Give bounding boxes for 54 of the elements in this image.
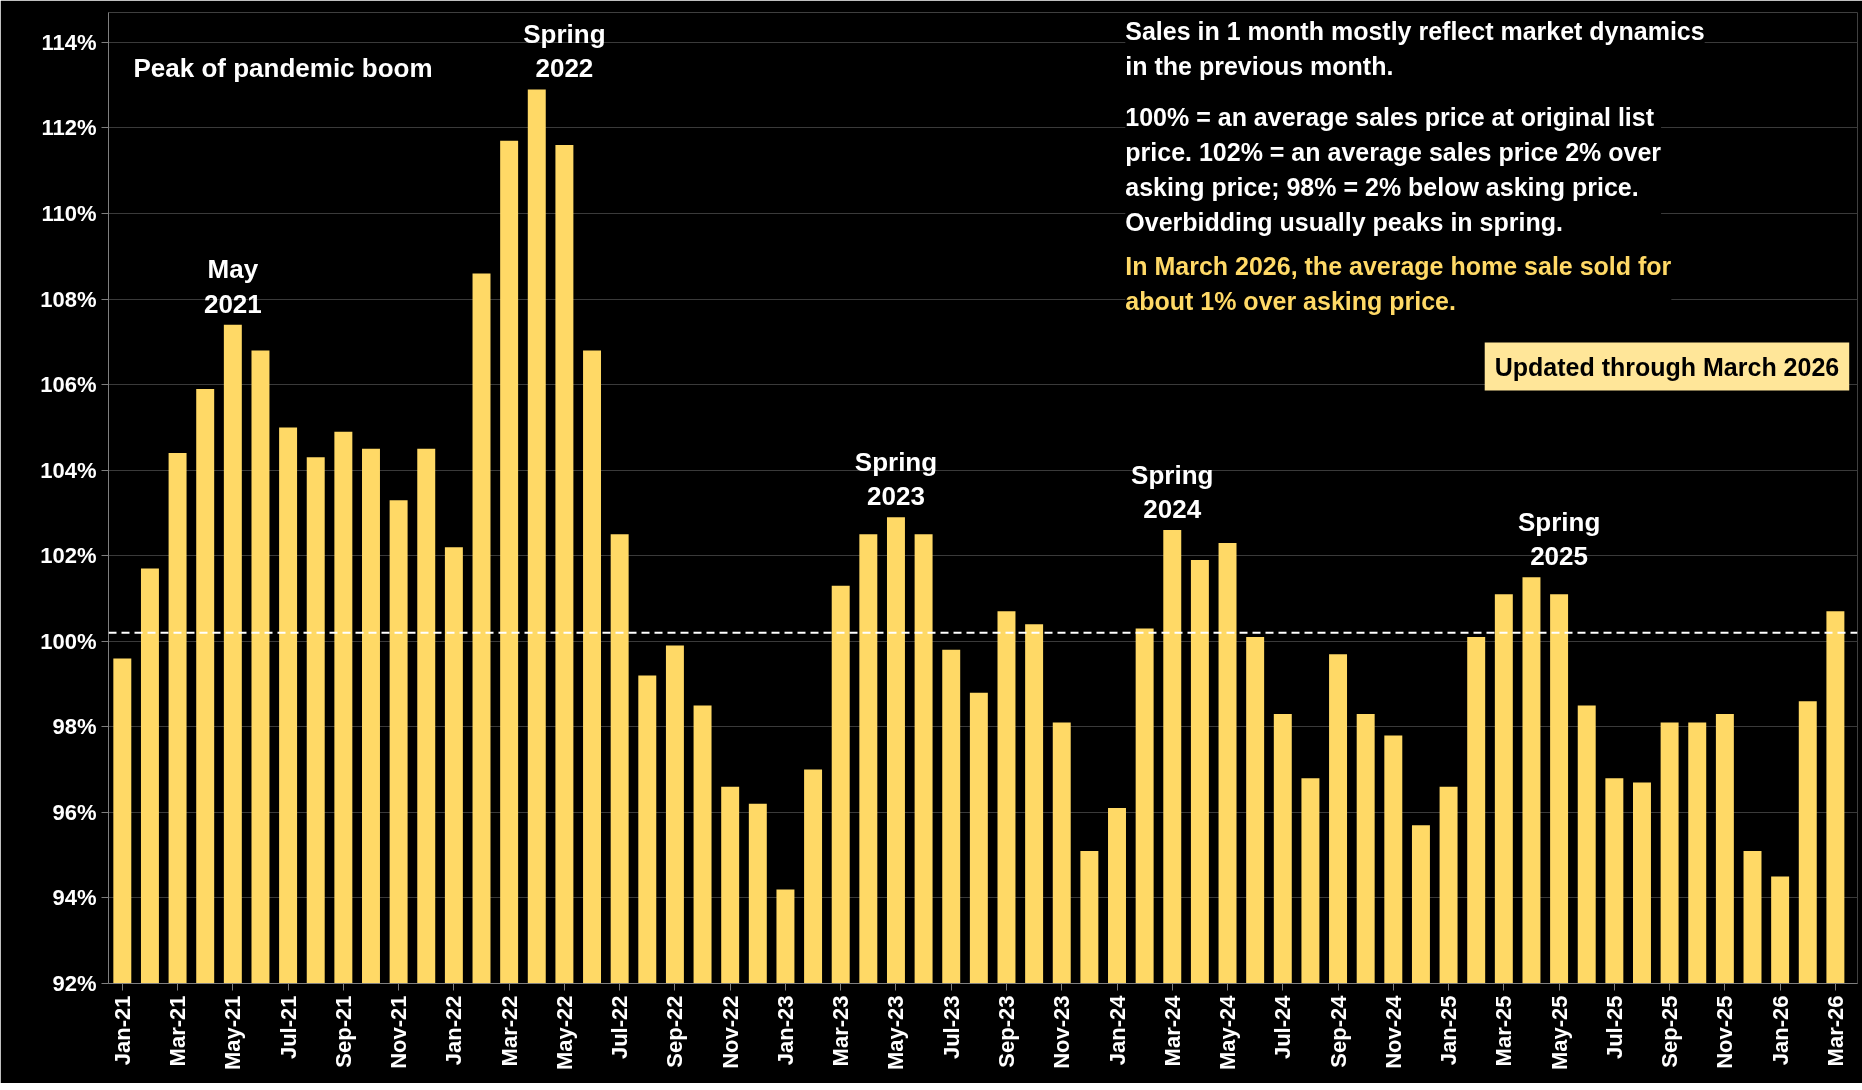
y-tick-label: 92% bbox=[52, 971, 97, 996]
y-tick-label: 94% bbox=[52, 885, 97, 911]
x-tick-label: May-21 bbox=[220, 995, 246, 1071]
x-tick-label: Jul-22 bbox=[607, 995, 633, 1060]
x-tick-label: May-22 bbox=[551, 995, 577, 1071]
y-tick-label: 108% bbox=[40, 286, 97, 312]
annotation: In March 2026, the average home sale sold for about 1% over asking price. bbox=[1125, 252, 1672, 315]
y-tick-label: 98% bbox=[52, 714, 97, 740]
x-tick-label: Jan-22 bbox=[441, 995, 467, 1066]
x-tick-label: Sep-22 bbox=[662, 995, 688, 1068]
x-tick-label: Mar-26 bbox=[1822, 995, 1848, 1067]
y-tick-label: 106% bbox=[40, 372, 97, 398]
x-tick-label: Nov-23 bbox=[1049, 995, 1075, 1069]
x-tick-label: Jan-24 bbox=[1104, 994, 1130, 1066]
x-tick-label: May-24 bbox=[1215, 994, 1241, 1071]
x-tick-label: Jan-23 bbox=[772, 995, 798, 1066]
x-tick-label: May-23 bbox=[883, 995, 909, 1071]
x-tick-label: Sep-21 bbox=[330, 995, 356, 1068]
x-tick-label: Mar-25 bbox=[1491, 995, 1517, 1067]
x-tick-label: Mar-24 bbox=[1159, 994, 1185, 1067]
x-tick-label: Sep-25 bbox=[1657, 995, 1683, 1068]
x-tick-label: Mar-21 bbox=[165, 995, 191, 1067]
x-tick-label: Jul-23 bbox=[938, 995, 964, 1060]
annotation: Peak of pandemic boom bbox=[133, 52, 433, 83]
y-tick-label: 102% bbox=[40, 543, 97, 569]
annotation: Spring 2025 bbox=[1517, 506, 1601, 572]
x-tick-label: Jul-24 bbox=[1270, 994, 1296, 1060]
annotation: Spring 2024 bbox=[1131, 459, 1214, 525]
x-tick-label: Nov-21 bbox=[386, 995, 412, 1069]
x-tick-label: Nov-22 bbox=[717, 995, 743, 1069]
x-tick-label: Jul-21 bbox=[275, 995, 301, 1060]
x-tick-label: Jul-25 bbox=[1601, 995, 1627, 1060]
x-tick-label: Jan-25 bbox=[1436, 995, 1462, 1066]
y-tick-label: 96% bbox=[52, 799, 97, 825]
annotation: Spring 2022 bbox=[523, 19, 606, 84]
y-tick-label: 114% bbox=[41, 29, 97, 55]
x-tick-label: Nov-24 bbox=[1380, 994, 1406, 1069]
x-tick-label: May-25 bbox=[1546, 995, 1572, 1071]
y-tick-label: 100% bbox=[40, 628, 97, 654]
y-tick-label: 112% bbox=[41, 115, 97, 141]
y-tick-label: 110% bbox=[41, 201, 97, 227]
x-tick-label: Mar-22 bbox=[496, 995, 522, 1067]
annotation: May 2021 bbox=[203, 254, 262, 319]
annotation: Sales in 1 month mostly reflect market dynamics in the previous month. bbox=[1125, 16, 1705, 80]
annotation: Updated through March 2026 bbox=[1494, 352, 1840, 381]
x-tick-label: Sep-23 bbox=[993, 995, 1019, 1068]
annotation: Spring 2023 bbox=[854, 446, 938, 512]
x-tick-label: Jan-26 bbox=[1767, 995, 1793, 1066]
annotation: 100% = an average sales price at original list price. 102% = an average sales price 2% over asking price; 98% = 2% below asking price. Overbidding usually peaks in spring. bbox=[1125, 103, 1662, 236]
x-tick-label: Nov-25 bbox=[1712, 995, 1738, 1069]
x-tick-label: Jan-21 bbox=[109, 995, 135, 1066]
x-tick-label: Sep-24 bbox=[1325, 994, 1351, 1068]
x-tick-label: Mar-23 bbox=[828, 995, 854, 1067]
y-tick-label: 104% bbox=[40, 457, 97, 483]
